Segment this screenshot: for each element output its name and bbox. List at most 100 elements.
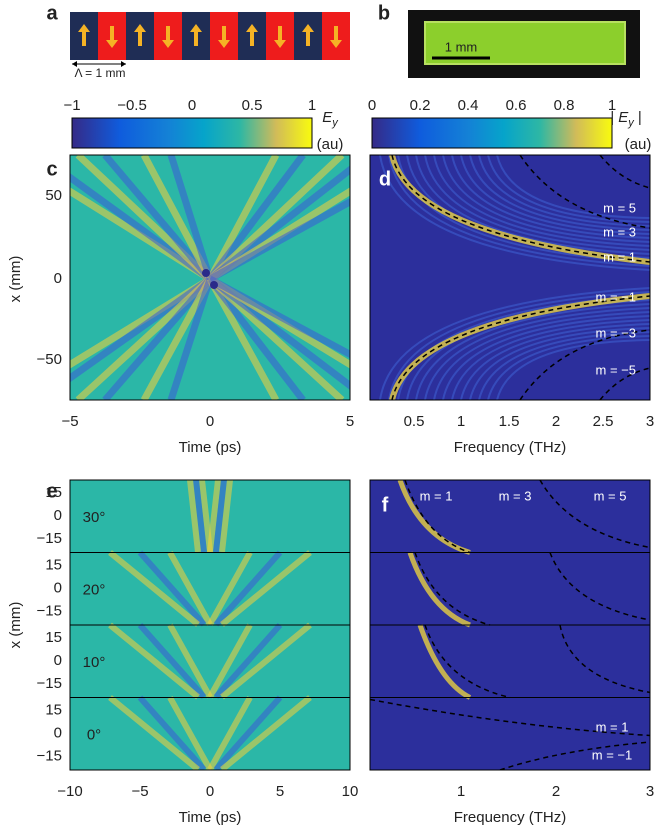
mode-label: m = 5 (594, 488, 627, 503)
heatmap-pattern (70, 155, 350, 400)
ridge (407, 551, 471, 628)
ray (108, 695, 200, 770)
panel-label: c (46, 158, 57, 180)
ray (220, 622, 312, 700)
mode-label: m = 1 (420, 488, 453, 503)
x-tick-label: 0.5 (404, 413, 425, 430)
dashed-curve (414, 552, 491, 626)
ray (207, 623, 253, 699)
mode-label: m = 1 (603, 249, 636, 264)
x-tick-label: −5 (61, 413, 78, 430)
symbol: | E (610, 109, 629, 126)
colorbar-tick-label: 0.5 (242, 97, 263, 114)
fringe (496, 339, 650, 400)
heatmap-pattern (370, 480, 650, 770)
crystal-photo (408, 10, 640, 78)
fringe (460, 155, 650, 235)
x-tick-label: 3 (646, 783, 654, 800)
fringe (442, 315, 650, 400)
ray (167, 551, 213, 626)
ray (207, 696, 253, 770)
ray (167, 623, 213, 699)
ray (206, 155, 280, 281)
polarization-arrow (134, 24, 146, 46)
period-arrow (72, 61, 126, 67)
angle-label: 20° (83, 581, 106, 598)
colorbar-tick-label: 0.4 (458, 97, 479, 114)
colorbar-label: Ey (322, 109, 339, 129)
angle-label: 10° (83, 654, 106, 671)
fringe (478, 155, 650, 227)
x-tick-label: 10 (342, 783, 359, 800)
ray (208, 197, 350, 283)
y-tick-label: 0 (54, 270, 62, 287)
mode-label: m = 5 (603, 200, 636, 215)
ray (137, 623, 207, 699)
ray (207, 276, 306, 400)
ray (207, 155, 306, 282)
y-tick-label: 50 (45, 187, 62, 204)
ray (206, 277, 280, 400)
x-tick-label: 2.5 (593, 413, 614, 430)
y-tick-label: −15 (37, 530, 62, 547)
period-label: Λ = 1 mm (74, 66, 125, 80)
fringe (433, 155, 650, 247)
fringe (433, 311, 650, 400)
center (210, 281, 218, 289)
colorbar-unit: (au) (625, 136, 652, 153)
fringe (388, 291, 650, 400)
polarization-arrow (274, 26, 286, 48)
x-tick-label: 0 (206, 413, 214, 430)
subscript: y (331, 117, 339, 129)
ray (102, 155, 213, 282)
ray (187, 480, 201, 553)
y-tick-label: 0 (54, 507, 62, 524)
ray (102, 276, 213, 400)
x-tick-label: 5 (346, 413, 354, 430)
symbol: E (322, 109, 333, 126)
colorbar-label: | Ey | (610, 109, 642, 129)
fringe (451, 155, 650, 239)
ray (213, 480, 227, 553)
polarization-arrow (302, 24, 314, 46)
panel-label: d (379, 168, 391, 190)
polarization-arrow (218, 26, 230, 48)
ray (140, 155, 214, 281)
dashed-curve (599, 155, 650, 189)
polarization-arrow (78, 24, 90, 46)
ray (108, 550, 200, 627)
fringe (451, 319, 650, 400)
fringe (379, 155, 650, 271)
y-axis-label: x (mm) (7, 602, 24, 649)
x-tick-label: 1.5 (499, 413, 520, 430)
x-tick-label: 1 (457, 783, 465, 800)
colorbar (71, 117, 313, 149)
frames (69, 154, 651, 771)
ray (167, 155, 214, 281)
dashed-curve (549, 552, 650, 621)
ray (167, 277, 214, 400)
colorbar-tick-label: 0.6 (506, 97, 527, 114)
x-axis-label: Frequency (THz) (454, 809, 567, 826)
ray (207, 551, 253, 626)
fringe (424, 155, 650, 251)
polarization-arrow (162, 26, 174, 48)
colorbar-tick-label: 1 (308, 97, 316, 114)
mode-label: m = 1 (596, 719, 629, 734)
ray (207, 480, 221, 553)
ray (193, 480, 207, 553)
colorbar (371, 117, 613, 149)
dashed-curve (391, 155, 650, 263)
y-tick-label: −15 (37, 675, 62, 692)
polarization-arrow (330, 26, 342, 48)
x-tick-label: −10 (57, 783, 82, 800)
dashed-curve (559, 624, 650, 694)
polarization-arrow (106, 26, 118, 48)
mode-label: m = −1 (592, 747, 632, 762)
dashed-curve (599, 367, 650, 400)
ray (213, 623, 283, 699)
polarization-arrow (190, 24, 202, 46)
x-tick-label: 5 (276, 783, 284, 800)
x-axis-label: Time (ps) (179, 809, 242, 826)
